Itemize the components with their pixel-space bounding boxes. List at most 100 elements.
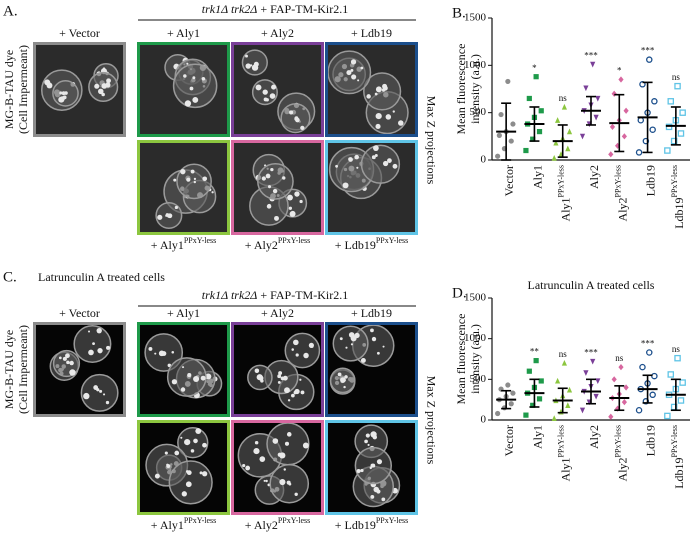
x-tick-label: Vector [502, 165, 516, 196]
spot [190, 169, 195, 174]
data-point [530, 136, 536, 142]
panel-label: D. [452, 285, 467, 301]
spot [58, 356, 62, 360]
spot [62, 356, 67, 361]
spot [263, 479, 266, 482]
data-point [495, 410, 501, 417]
spot [266, 204, 272, 209]
category-sup: PPxY-less [557, 425, 566, 457]
spot [370, 431, 377, 438]
y-tick-label: 1000 [464, 332, 487, 344]
bottom-label-sup: PPxY-less [376, 236, 408, 245]
micrograph-border [231, 140, 324, 235]
data-point [565, 145, 571, 152]
spot [284, 387, 290, 394]
column-label: + Aly1 [167, 306, 200, 320]
spot [382, 83, 388, 89]
spot [101, 83, 108, 89]
micrograph [231, 42, 324, 137]
x-tick-label: Aly2 [587, 425, 601, 449]
header-italic: trk1Δ trk2Δ [202, 2, 258, 16]
spot [261, 176, 266, 181]
bottom-label-sup: PPxY-less [184, 236, 216, 245]
micrograph [137, 322, 230, 417]
data-point [670, 137, 678, 145]
spot [385, 114, 392, 120]
spot [365, 433, 370, 438]
spot [278, 371, 283, 376]
spot [300, 390, 305, 395]
spot [356, 166, 359, 169]
data-point [649, 391, 656, 399]
spot [96, 327, 102, 334]
significance: *** [584, 348, 598, 358]
data-point [510, 390, 516, 396]
spot [382, 345, 385, 348]
category-sup: PPxY-less [614, 425, 623, 457]
data-point [637, 116, 645, 124]
spot [375, 112, 382, 120]
bottom-label-text: + Ldb19 [335, 518, 376, 532]
micrograph [325, 140, 418, 235]
data-point [508, 138, 514, 144]
data-point [566, 128, 573, 135]
spot [289, 110, 294, 115]
data-point [609, 123, 616, 130]
spot [360, 66, 364, 70]
micrograph-border [325, 140, 418, 235]
spot [255, 84, 262, 91]
category-name: Ldb19 [672, 197, 686, 228]
spot [342, 182, 349, 189]
category-name: Aly1 [530, 425, 544, 449]
bottom-label-text: + Aly1 [151, 518, 184, 532]
spot [337, 372, 342, 377]
bottom-label: + Ldb19PPxY-less [335, 516, 409, 531]
cell [177, 427, 209, 459]
bottom-label: + Aly1PPxY-less [151, 236, 217, 251]
x-tick-label: Aly1 [530, 165, 544, 189]
micrograph [33, 42, 126, 137]
spot [335, 164, 338, 168]
spot [98, 88, 104, 95]
spot [373, 145, 379, 152]
x-tick-label: Aly1 [530, 425, 544, 449]
spot [202, 442, 207, 448]
micrograph [325, 42, 418, 137]
y-axis-label: Mean fluorescence [454, 44, 468, 135]
column-label: + Ldb19 [351, 306, 392, 320]
micrograph [231, 322, 324, 417]
column-label: + Aly2 [261, 306, 294, 320]
significance: ns [672, 72, 681, 82]
spot [357, 79, 360, 82]
spot [242, 463, 246, 468]
spot [265, 479, 268, 483]
spot [288, 206, 293, 210]
spot [65, 353, 70, 359]
side-label: (Cell Impermeant) [16, 325, 30, 414]
bottom-label-sup: PPxY-less [278, 516, 310, 525]
spot [392, 163, 398, 169]
spot [374, 154, 378, 157]
spot [299, 199, 303, 204]
bottom-label-text: + Aly1 [151, 238, 184, 252]
data-point [618, 76, 624, 83]
spot [293, 339, 299, 346]
spot [182, 366, 185, 369]
data-point [621, 133, 627, 140]
micrograph [325, 420, 418, 515]
spot [303, 352, 309, 359]
spot [260, 379, 264, 383]
y-axis-label: intensity (a.u.) [468, 54, 482, 124]
data-point [611, 90, 617, 97]
spot [253, 448, 260, 455]
data-point [526, 95, 532, 102]
category-sup: PPxY-less [557, 165, 566, 197]
spot [370, 463, 375, 468]
x-tick-label: Ldb19PPxY-less [670, 425, 685, 489]
spot [183, 74, 187, 78]
spot [286, 432, 292, 437]
bottom-label: + Aly1PPxY-less [151, 516, 217, 531]
spot [202, 176, 208, 182]
spot [60, 96, 65, 101]
spot [360, 468, 364, 473]
